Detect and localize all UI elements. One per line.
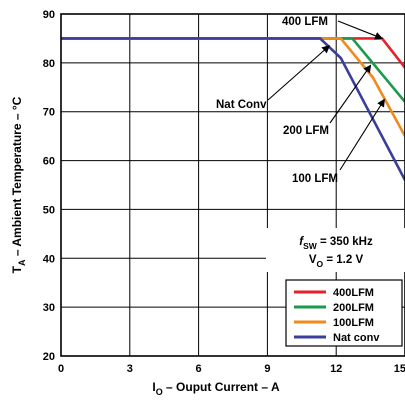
annotation-arrow-2 <box>329 64 372 124</box>
annotation-label-nat-conv: Nat Conv <box>216 99 267 111</box>
annotation-arrow-4 <box>267 45 331 101</box>
legend-label-1: 400LFM <box>333 287 374 299</box>
condition-switching-frequency: fSW = 350 kHz <box>299 236 373 251</box>
condition-background <box>266 228 405 272</box>
x-tick-label-3: 3 <box>127 363 133 375</box>
x-axis-label-rest: – Ouput Current – A <box>163 380 280 394</box>
y-tick-label-50: 50 <box>43 204 55 216</box>
y-tick-label-90: 90 <box>43 9 55 21</box>
x-tick-label-0: 0 <box>58 363 64 375</box>
annotation-label-400-lfm: 400 LFM <box>282 16 328 28</box>
y-tick-label-60: 60 <box>43 156 55 168</box>
condition-freq-sub: SW <box>303 241 318 251</box>
tick-labels: 0 3 6 9 12 15 20 30 40 50 60 70 80 90 <box>43 9 405 375</box>
y-axis-label-rest: – Ambient Temperature – °C <box>10 96 24 259</box>
condition-freq-rest: = 350 kHz <box>317 236 373 248</box>
legend-label-4: Nat conv <box>333 332 380 344</box>
annotations: 400 LFM 200 LFM 100 LFM Nat Conv <box>216 16 385 185</box>
x-axis-label-main: I <box>152 380 155 394</box>
y-tick-label-70: 70 <box>43 107 55 119</box>
x-tick-label-9: 9 <box>264 363 270 375</box>
annotation-label-100-lfm: 100 LFM <box>292 173 338 185</box>
legend-label-3: 100LFM <box>333 317 374 329</box>
condition-vout-sub: O <box>317 259 324 269</box>
annotation-arrow-1 <box>337 20 383 40</box>
condition-freq-main: f <box>299 236 304 248</box>
annotation-arrow-3 <box>339 98 385 171</box>
x-tick-label-12: 12 <box>330 363 342 375</box>
legend: 400LFM 200LFM 100LFM Nat conv <box>285 279 403 347</box>
legend-label-2: 200LFM <box>333 302 374 314</box>
y-axis-label: TA – Ambient Temperature – °C <box>10 96 27 273</box>
condition-output-voltage: VO = 1.2 V <box>309 254 364 269</box>
x-axis-label-sub: O <box>156 387 163 397</box>
y-axis-label-main: T <box>10 265 24 273</box>
plot-frame <box>60 13 405 357</box>
x-axis-label: IO – Ouput Current – A <box>152 380 280 397</box>
annotation-label-200-lfm: 200 LFM <box>283 125 329 137</box>
y-tick-label-30: 30 <box>43 302 55 314</box>
series-line-nat-conv <box>61 37 405 181</box>
condition-vout-rest: = 1.2 V <box>323 254 363 266</box>
grid-lines <box>61 14 405 356</box>
y-axis-label-sub: A <box>17 259 27 266</box>
condition-block: fSW = 350 kHz VO = 1.2 V <box>266 228 405 272</box>
y-tick-label-20: 20 <box>43 351 55 363</box>
condition-vout-main: V <box>309 254 317 266</box>
y-tick-label-40: 40 <box>43 253 55 265</box>
x-tick-label-15: 15 <box>394 363 405 375</box>
y-tick-label-80: 80 <box>43 58 55 70</box>
x-tick-label-6: 6 <box>196 363 202 375</box>
